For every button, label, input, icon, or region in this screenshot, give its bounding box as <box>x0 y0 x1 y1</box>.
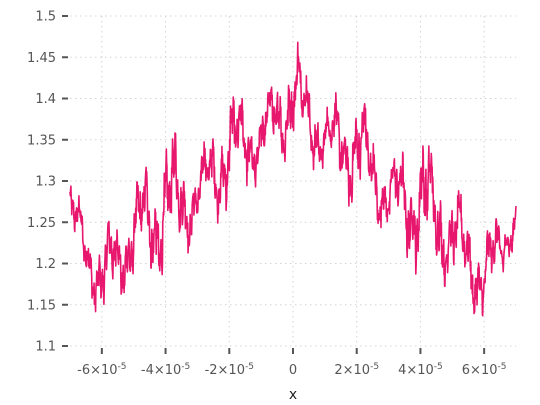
y-tick-label: 1.2 <box>35 257 56 272</box>
x-tick-mantissa: 6×10 <box>462 363 498 378</box>
x-tick-exponent: -5 <box>434 362 443 372</box>
x-tick-label: 6×10-5 <box>462 362 507 378</box>
y-tick-label: 1.1 <box>35 340 56 355</box>
x-tick-exponent: -5 <box>370 362 379 372</box>
y-tick-label: 1.4 <box>35 92 56 107</box>
x-tick-mantissa: -2×10 <box>205 363 245 378</box>
y-tick-label: 1.35 <box>27 133 56 148</box>
y-tick-label: 1.5 <box>35 10 56 25</box>
x-axis: -6×10-5 -4×10-5 -2×10-5 0 2×10-5 4×10-5 6×10-5 <box>77 348 506 378</box>
x-tick-exponent: -5 <box>181 362 190 372</box>
x-tick-label: -4×10-5 <box>141 362 190 378</box>
x-tick-mantissa: -6×10 <box>77 363 117 378</box>
x-tick-label: 0 <box>289 363 297 378</box>
x-tick-label: -2×10-5 <box>205 362 254 378</box>
y-tick-label: 1.3 <box>35 175 56 190</box>
x-tick-mantissa: 2×10 <box>334 363 370 378</box>
x-tick-label: 2×10-5 <box>334 362 379 378</box>
x-tick-mantissa: 4×10 <box>398 363 434 378</box>
x-tick-exponent: -5 <box>118 362 127 372</box>
x-tick-label: -6×10-5 <box>77 362 126 378</box>
y-tick-label: 1.15 <box>27 298 56 313</box>
x-axis-label: x <box>289 387 297 403</box>
x-tick-exponent: -5 <box>498 362 507 372</box>
y-axis: 1.1 1.15 1.2 1.25 1.3 1.35 1.4 1.45 1.5 <box>27 10 68 355</box>
x-tick-mantissa: 0 <box>289 363 297 378</box>
y-tick-label: 1.25 <box>27 216 56 231</box>
x-tick-exponent: -5 <box>245 362 254 372</box>
y-tick-label: 1.45 <box>27 51 56 66</box>
x-tick-label: 4×10-5 <box>398 362 443 378</box>
grid <box>70 15 516 347</box>
series-line <box>69 41 517 317</box>
x-tick-mantissa: -4×10 <box>141 363 181 378</box>
series-layer <box>69 41 517 317</box>
